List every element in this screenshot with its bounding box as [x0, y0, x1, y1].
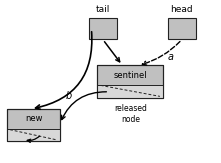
- Text: sentinel: sentinel: [113, 71, 147, 80]
- Text: a: a: [168, 52, 174, 62]
- Bar: [97, 65, 163, 98]
- Text: new: new: [25, 114, 42, 124]
- Bar: [97, 65, 163, 98]
- Bar: [7, 129, 60, 141]
- Text: released
node: released node: [114, 104, 147, 124]
- Bar: [168, 18, 196, 39]
- Text: head: head: [171, 5, 193, 15]
- Bar: [7, 109, 60, 141]
- Text: b: b: [66, 91, 72, 101]
- Bar: [89, 18, 117, 39]
- Bar: [97, 85, 163, 98]
- Bar: [7, 109, 60, 141]
- Text: tail: tail: [96, 5, 110, 15]
